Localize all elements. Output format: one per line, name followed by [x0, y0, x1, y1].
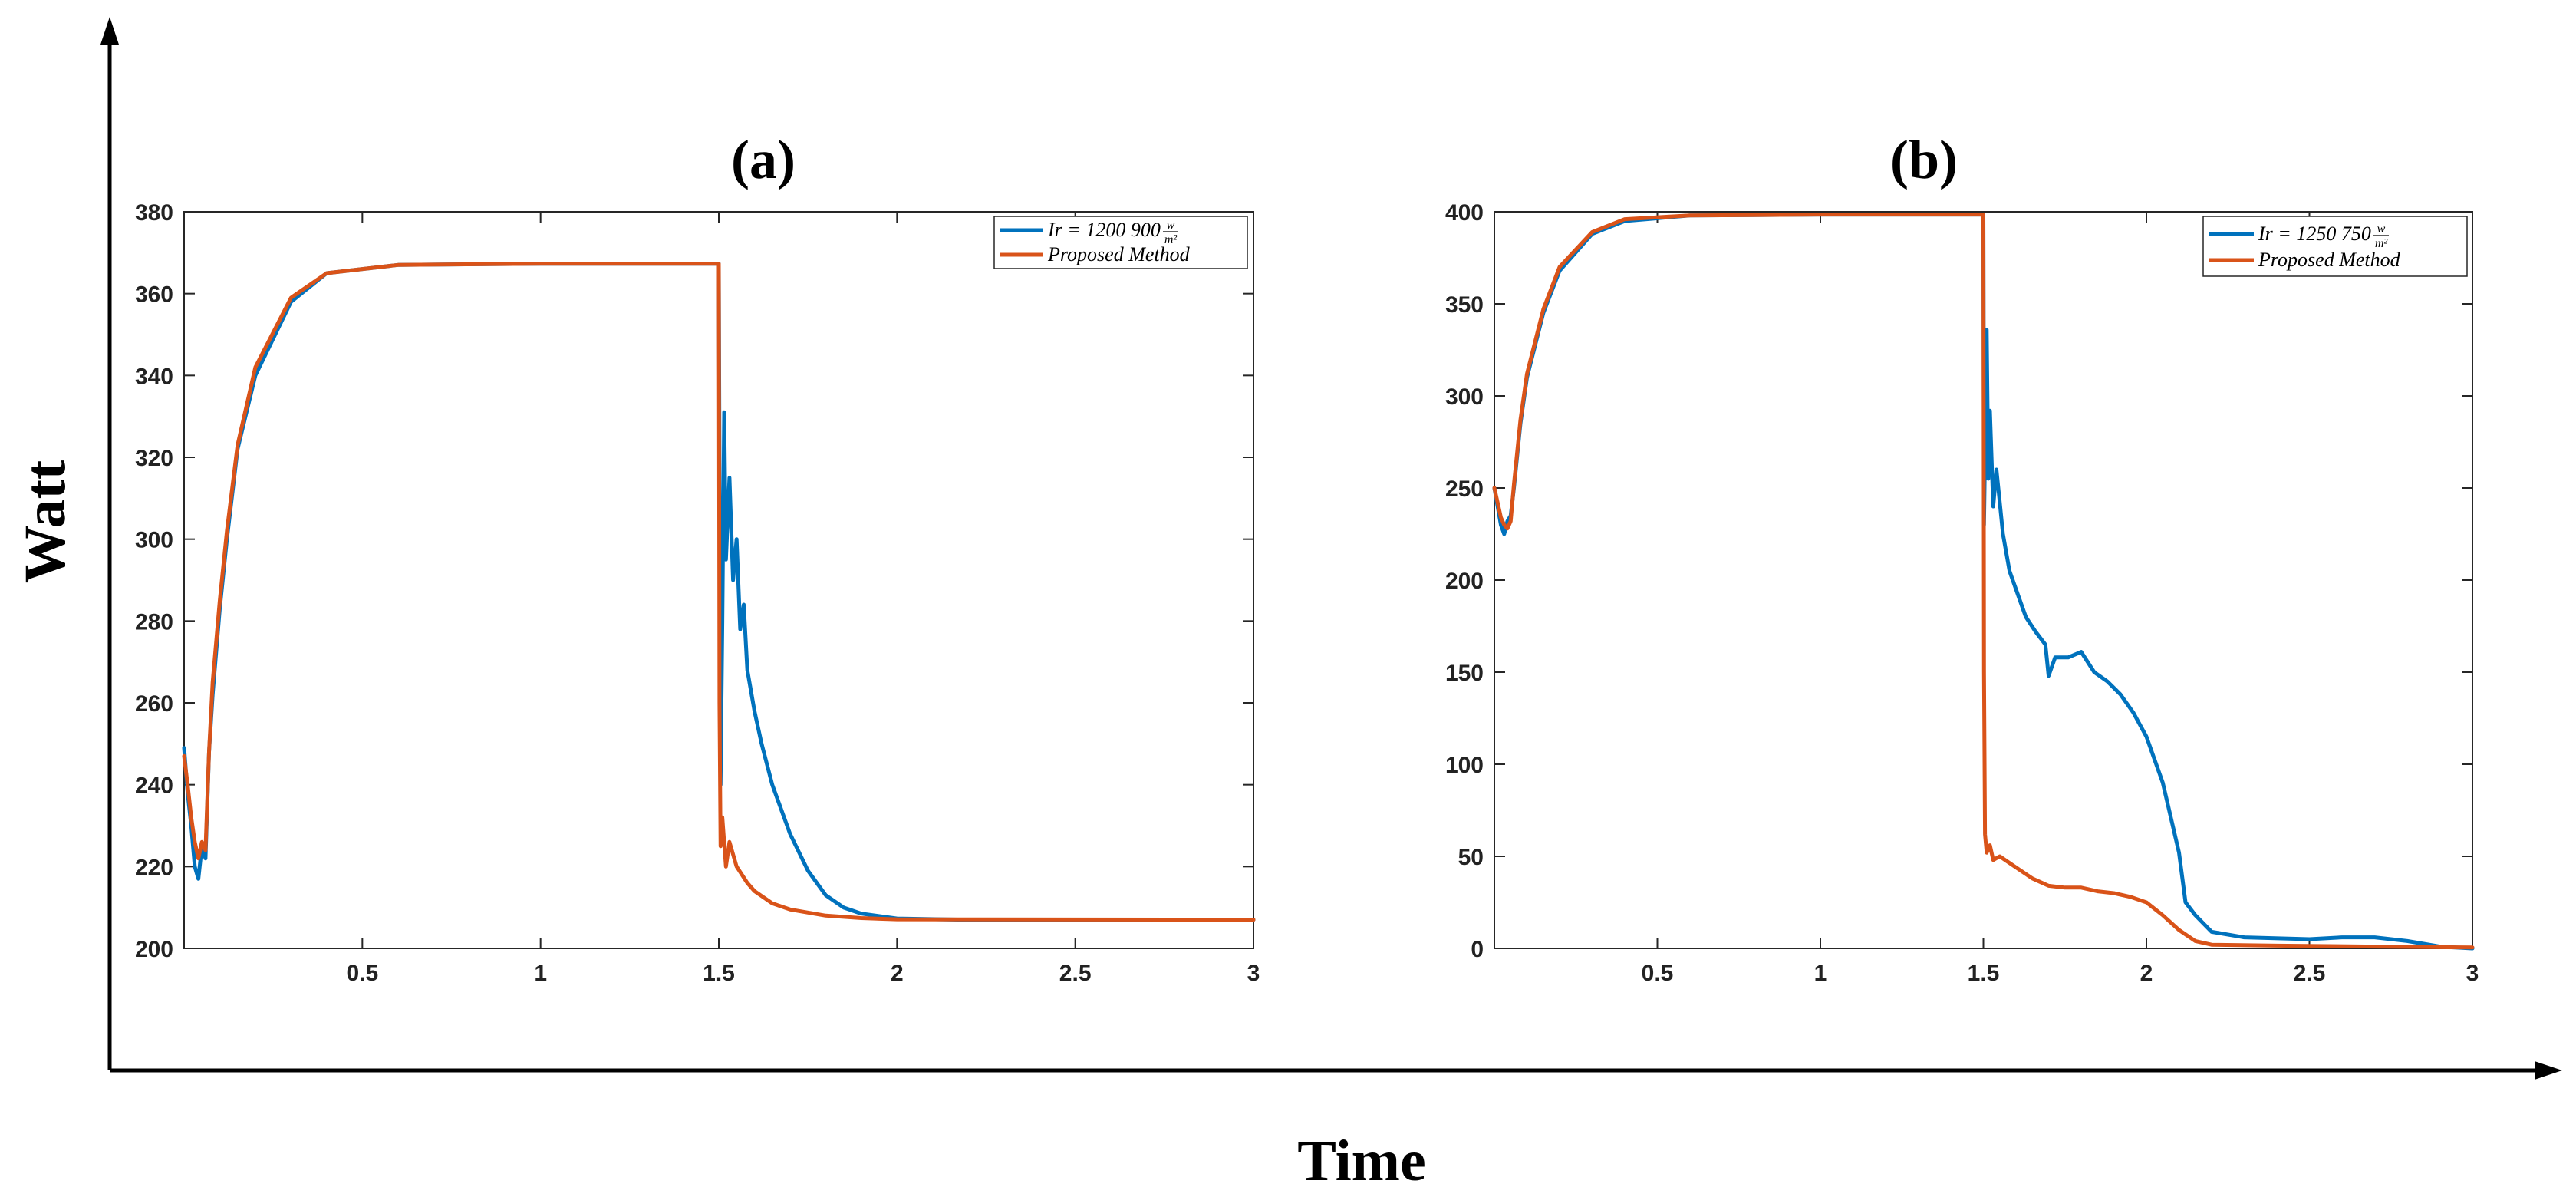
panel-a-xtick-label: 1.5 — [703, 961, 735, 986]
panel-a-xtick-label: 0.5 — [346, 961, 378, 986]
panel-a: (a) 0.5 1 1.5 2 2.5 3 200 220 240 260 280 300 320 340… — [135, 129, 1260, 986]
panel-b-ytick-label: 200 — [1445, 569, 1484, 594]
panel-a-ticks: 0.5 1 1.5 2 2.5 3 200 220 240 260 280 300 320 340 360 3… — [135, 200, 1260, 986]
panel-a-ytick-label: 280 — [135, 609, 173, 635]
panel-b-legend-frac-num-0: w — [2377, 223, 2386, 236]
panel-a-legend: Ir = 1200 900 w m² Proposed Method — [993, 216, 1248, 269]
panel-b-ytick-label: 350 — [1445, 292, 1484, 318]
outer-y-arrow — [100, 17, 119, 45]
panel-a-legend-frac-den-0: m² — [1164, 233, 1178, 246]
outer-x-arrow — [2535, 1061, 2562, 1080]
panel-b-ytick-label: 400 — [1445, 200, 1484, 226]
panel-a-ytick-label: 200 — [135, 937, 173, 962]
panel-b-xtick-label: 3 — [2466, 961, 2479, 986]
panel-a-legend-frac-num-0: w — [1167, 219, 1175, 232]
panel-b-xtick-label: 1.5 — [1968, 961, 2000, 986]
outer-axes — [100, 17, 2562, 1080]
panel-a-ytick-label: 340 — [135, 364, 173, 389]
panel-b-series-line-proposed-method — [1492, 213, 2475, 950]
panel-b-legend-label-0: Ir = 1250 750 — [2258, 223, 2371, 245]
panel-a-ytick-label: 240 — [135, 773, 173, 799]
panel-a-xtick-label: 2 — [891, 961, 904, 986]
panel-a-legend-box — [993, 216, 1248, 269]
panel-b-ytick-label: 100 — [1445, 753, 1484, 778]
panel-a-ytick-label: 380 — [135, 200, 173, 226]
panel-a-ytick-label: 260 — [135, 691, 173, 717]
panel-b-legend-label-1: Proposed Method — [2258, 249, 2401, 271]
outer-x-label: Time — [1297, 1129, 1425, 1193]
panel-a-legend-label-0: Ir = 1200 900 — [1047, 219, 1161, 241]
panel-a-xtick-label: 1 — [534, 961, 547, 986]
panel-b-legend-frac-den-0: m² — [2375, 237, 2389, 250]
panel-a-ytick-label: 360 — [135, 282, 173, 308]
panel-a-series-line-proposed-method — [182, 262, 1256, 922]
panel-a-xtick-label: 3 — [1247, 961, 1260, 986]
panel-a-lines — [182, 262, 1256, 922]
panel-b-ytick-label: 300 — [1445, 384, 1484, 410]
panel-a-xtick-label: 2.5 — [1059, 961, 1092, 986]
panel-a-legend-label-1: Proposed Method — [1047, 243, 1191, 265]
panel-b-ytick-label: 0 — [1471, 937, 1484, 962]
panel-b-ytick-label: 250 — [1445, 476, 1484, 502]
panel-b-lines — [1492, 213, 2475, 951]
panel-b-xtick-label: 2 — [2140, 961, 2153, 986]
panel-b-legend: Ir = 1250 750 w m² Proposed Method — [2202, 216, 2468, 277]
panel-a-ytick-label: 220 — [135, 855, 173, 880]
panel-b-ticks: 0.5 1 1.5 2 2.5 3 0 50 100 150 200 250 300 350 400 — [1445, 200, 2479, 986]
panel-a-ytick-label: 320 — [135, 446, 173, 471]
panel-b: (b) 0.5 1 1.5 2 2.5 3 0 50 100 150 200 250 300 350 400… — [1445, 129, 2479, 986]
panel-b-title: (b) — [1890, 129, 1958, 190]
panel-b-ytick-label: 150 — [1445, 661, 1484, 686]
panel-b-xtick-label: 1 — [1814, 961, 1827, 986]
panel-a-title: (a) — [731, 129, 796, 190]
panel-a-ytick-label: 300 — [135, 528, 173, 553]
panel-b-xtick-label: 2.5 — [2294, 961, 2326, 986]
outer-y-label: Watt — [13, 460, 77, 583]
panel-b-xtick-label: 0.5 — [1642, 961, 1674, 986]
panel-b-ytick-label: 50 — [1458, 845, 1484, 870]
panel-b-legend-box — [2202, 216, 2468, 277]
